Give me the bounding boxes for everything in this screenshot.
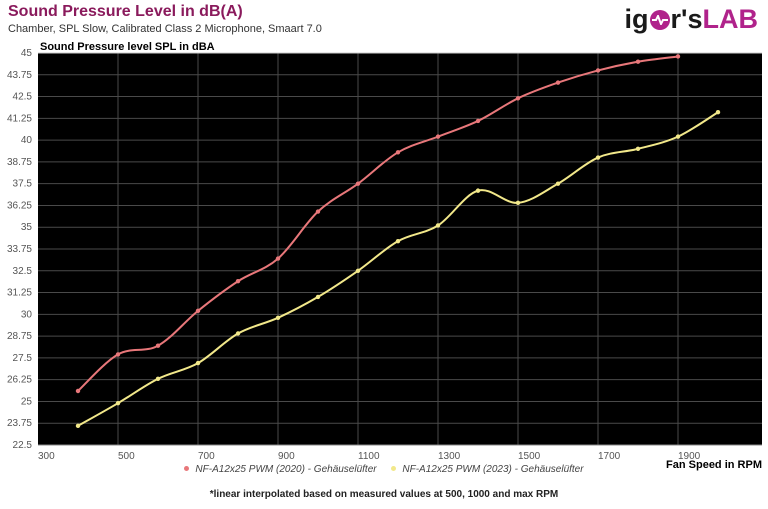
y-tick-label: 26.25 xyxy=(7,375,32,386)
x-tick-label: 1100 xyxy=(358,451,380,462)
data-point[interactable] xyxy=(475,188,481,193)
y-tick-label: 22.5 xyxy=(13,440,33,451)
data-series xyxy=(75,54,721,429)
data-point[interactable] xyxy=(635,146,641,152)
data-point[interactable] xyxy=(235,331,241,336)
logo-text-part1: ig xyxy=(624,4,649,34)
y-tick-label: 37.5 xyxy=(13,179,33,190)
data-point[interactable] xyxy=(195,360,201,366)
x-tick-label: 1900 xyxy=(678,451,701,462)
data-point[interactable] xyxy=(515,96,521,101)
x-axis-title: Fan Speed in RPM xyxy=(666,459,762,471)
y-tick-label: 36.25 xyxy=(7,200,32,211)
logo-text-part3: LAB xyxy=(702,4,759,34)
y-axis-title: Sound Pressure level SPL in dBA xyxy=(40,41,215,53)
chart-subtitle: Chamber, SPL Slow, Calibrated Class 2 Mi… xyxy=(8,23,322,35)
data-point[interactable] xyxy=(675,134,681,139)
y-tick-label: 23.75 xyxy=(7,418,32,429)
y-tick-label: 33.75 xyxy=(7,244,32,255)
data-point[interactable] xyxy=(315,209,321,214)
data-point[interactable] xyxy=(115,400,121,406)
legend-item-2020[interactable]: NF-A12x25 PWM (2020) - Gehäuselüfter xyxy=(184,464,377,475)
data-point[interactable] xyxy=(275,256,281,261)
legend-swatch-2020 xyxy=(184,466,190,471)
data-point[interactable] xyxy=(715,110,721,115)
y-tick-label: 43.75 xyxy=(7,70,32,81)
y-tick-label: 27.5 xyxy=(13,353,33,364)
legend-label-2020: NF-A12x25 PWM (2020) - Gehäuselüfter xyxy=(195,464,377,475)
data-point[interactable] xyxy=(155,343,161,348)
data-point[interactable] xyxy=(355,268,361,273)
y-tick-label: 45 xyxy=(21,48,33,59)
y-tick-label: 32.5 xyxy=(13,266,33,277)
y-tick-label: 41.25 xyxy=(7,113,32,124)
data-point[interactable] xyxy=(595,68,601,73)
igorslab-logo: ig r'sLAB xyxy=(625,4,758,35)
x-tick-label: 1700 xyxy=(598,451,621,462)
data-point[interactable] xyxy=(395,238,401,244)
legend-swatch-2023 xyxy=(391,466,397,471)
y-axis-ticks: 22.5 23.75 25 26.25 27.5 28.75 30 31.25 32.5 33.7… xyxy=(7,48,32,451)
y-tick-label: 40 xyxy=(21,135,33,146)
data-point[interactable] xyxy=(75,388,81,394)
series-line-0 xyxy=(77,55,679,392)
data-point[interactable] xyxy=(475,118,481,124)
data-point[interactable] xyxy=(435,134,441,139)
legend-label-2023: NF-A12x25 PWM (2023) - Gehäuselüfter xyxy=(402,464,584,475)
data-point[interactable] xyxy=(115,352,121,357)
data-point[interactable] xyxy=(595,155,601,160)
data-point[interactable] xyxy=(195,308,201,314)
data-point[interactable] xyxy=(675,54,681,59)
x-tick-label: 1500 xyxy=(518,451,541,462)
y-tick-label: 35 xyxy=(21,222,33,233)
data-point[interactable] xyxy=(155,376,161,381)
logo-text-part2: r's xyxy=(670,4,703,34)
y-tick-label: 25 xyxy=(21,396,33,407)
x-tick-label: 900 xyxy=(278,451,295,462)
x-tick-label: 300 xyxy=(38,451,55,462)
footnote: *linear interpolated based on measured v… xyxy=(209,489,559,500)
data-point[interactable] xyxy=(235,279,241,284)
data-point[interactable] xyxy=(555,80,561,85)
chart-legend: NF-A12x25 PWM (2020) - Gehäuselüfter NF-… xyxy=(0,464,768,475)
grid-lines xyxy=(38,52,762,446)
data-point[interactable] xyxy=(555,181,561,186)
data-point[interactable] xyxy=(515,200,521,206)
y-tick-label: 38.75 xyxy=(7,157,32,168)
data-point[interactable] xyxy=(635,59,641,64)
data-point[interactable] xyxy=(435,223,441,228)
y-tick-label: 30 xyxy=(21,309,33,320)
y-tick-label: 31.25 xyxy=(7,288,32,299)
x-axis-ticks: 300 500 700 900 1100 1300 1500 1700 1900 xyxy=(38,451,701,462)
y-tick-label: 28.75 xyxy=(7,331,32,342)
data-point[interactable] xyxy=(275,315,281,321)
data-point[interactable] xyxy=(75,423,81,429)
legend-item-2023[interactable]: NF-A12x25 PWM (2023) - Gehäuselüfter xyxy=(391,464,584,475)
y-tick-label: 42.5 xyxy=(13,92,33,103)
data-point[interactable] xyxy=(315,294,321,300)
heartbeat-icon xyxy=(649,10,670,30)
data-point[interactable] xyxy=(395,150,401,155)
data-point[interactable] xyxy=(355,181,361,186)
chart-title: Sound Pressure Level in dB(A) xyxy=(8,3,243,20)
x-tick-label: 1300 xyxy=(438,451,461,462)
x-tick-label: 500 xyxy=(118,451,135,462)
line-chart: 22.5 23.75 25 26.25 27.5 28.75 30 31.25 32.5 33.7… xyxy=(7,48,762,462)
x-tick-label: 700 xyxy=(198,451,215,462)
